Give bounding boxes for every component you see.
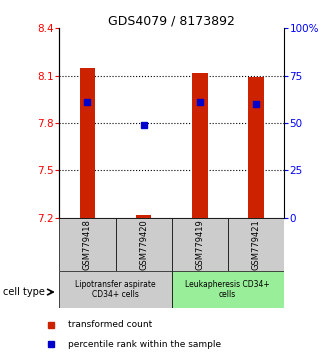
- Bar: [59, 271, 172, 308]
- Text: Lipotransfer aspirate
CD34+ cells: Lipotransfer aspirate CD34+ cells: [75, 280, 156, 299]
- Bar: [172, 218, 228, 271]
- Title: GDS4079 / 8173892: GDS4079 / 8173892: [108, 14, 235, 27]
- Bar: [136, 215, 151, 218]
- Text: GSM779420: GSM779420: [139, 219, 148, 270]
- Bar: [228, 218, 284, 271]
- Bar: [59, 218, 116, 271]
- Text: transformed count: transformed count: [68, 320, 152, 329]
- Text: Leukapheresis CD34+
cells: Leukapheresis CD34+ cells: [185, 280, 270, 299]
- Bar: [80, 68, 95, 218]
- Bar: [115, 218, 172, 271]
- Text: percentile rank within the sample: percentile rank within the sample: [68, 340, 221, 349]
- Bar: [248, 77, 264, 218]
- Text: GSM779419: GSM779419: [195, 219, 204, 270]
- Bar: [192, 73, 208, 218]
- Text: GSM779418: GSM779418: [83, 219, 92, 270]
- Text: cell type: cell type: [3, 287, 45, 297]
- Bar: [172, 271, 284, 308]
- Text: GSM779421: GSM779421: [251, 219, 260, 270]
